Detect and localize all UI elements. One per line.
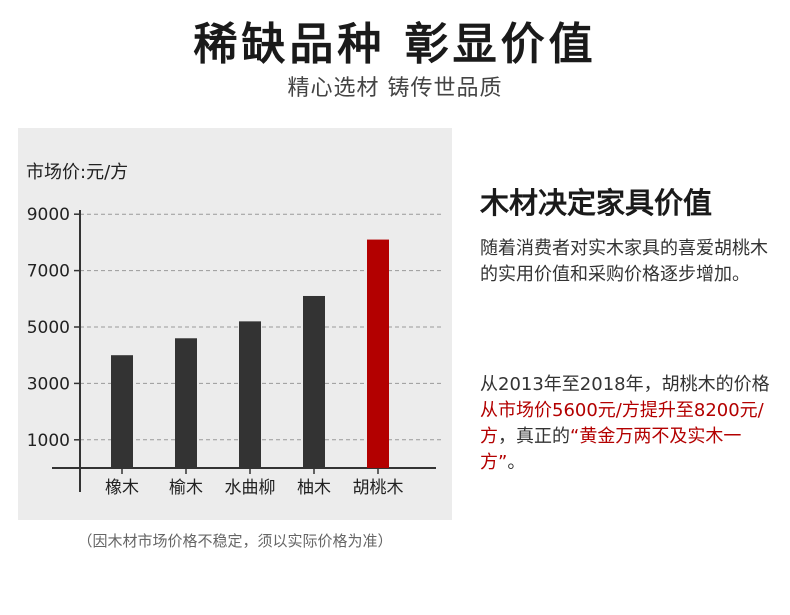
bar-1	[111, 355, 133, 468]
right-paragraph-2: 从2013年至2018年，胡桃木的价格从市场价5600元/方提升至8200元/方…	[480, 372, 780, 476]
y-tick-label: 3000	[27, 374, 70, 394]
right-heading: 木材决定家具价值	[480, 186, 713, 220]
para2-text-e: 。	[507, 452, 526, 473]
chart-unit-label: 市场价:元/方	[26, 162, 129, 183]
y-tick-label: 7000	[27, 262, 70, 282]
bar-5	[367, 239, 389, 468]
page-subtitle: 精心选材 铸传世品质	[287, 76, 503, 101]
chart-panel: 市场价:元/方 1000 3000 5000 7000 9000 橡木 榆木 水曲柳 柚木 胡桃木	[18, 128, 452, 520]
para2-highlight-price: 从市场价5600元/方提升至8200元/方	[480, 400, 764, 447]
bar-3	[239, 321, 261, 468]
bar-4	[303, 295, 325, 468]
para2-text-c: ，真正的	[498, 426, 570, 447]
para2-highlight-quote: “黄金万两不及实木一方”	[480, 426, 742, 473]
bar-chart: 1000 3000 5000 7000 9000 橡木 榆木 水曲柳 柚木 胡桃木	[27, 205, 444, 498]
footnote: （因木材市场价格不稳定，须以实际价格为准）	[77, 532, 393, 550]
page-title: 稀缺品种 彰显价值	[193, 19, 597, 70]
x-tick-label: 柚木	[297, 478, 331, 498]
x-tick-label: 榆木	[169, 478, 203, 498]
bar-2	[175, 338, 197, 468]
x-tick-label: 胡桃木	[353, 478, 404, 498]
y-tick-label: 1000	[27, 431, 70, 451]
x-tick-label: 水曲柳	[225, 478, 276, 498]
x-tick-label: 橡木	[105, 478, 139, 498]
y-tick-label: 5000	[27, 318, 70, 338]
para2-text-a: 从2013年至2018年，胡桃木的价格	[480, 374, 770, 395]
y-tick-label: 9000	[27, 205, 70, 225]
right-paragraph-1: 随着消费者对实木家具的喜爱胡桃木的实用价值和采购价格逐步增加。	[480, 238, 768, 285]
